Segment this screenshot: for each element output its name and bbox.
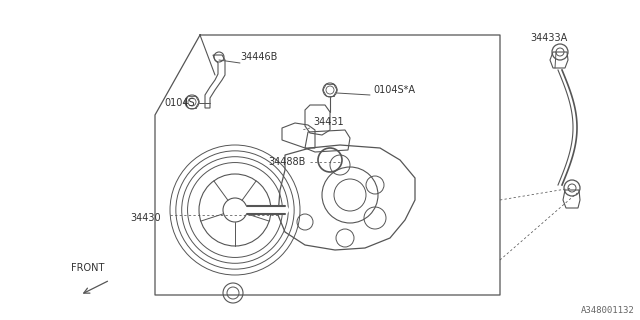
Text: 34488B: 34488B bbox=[268, 157, 305, 167]
Text: 0104S*A: 0104S*A bbox=[373, 85, 415, 95]
Text: 34446B: 34446B bbox=[240, 52, 277, 62]
Text: A348001132: A348001132 bbox=[581, 306, 635, 315]
Text: FRONT: FRONT bbox=[71, 263, 105, 273]
Text: 34430: 34430 bbox=[130, 213, 161, 223]
Text: 0104S: 0104S bbox=[164, 98, 195, 108]
Text: 34431: 34431 bbox=[313, 117, 344, 127]
Text: 34433A: 34433A bbox=[530, 33, 567, 43]
